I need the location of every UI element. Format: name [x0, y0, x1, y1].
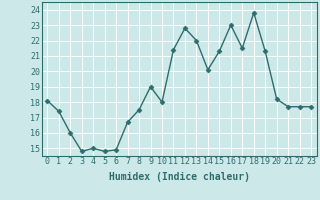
X-axis label: Humidex (Indice chaleur): Humidex (Indice chaleur) — [109, 172, 250, 182]
